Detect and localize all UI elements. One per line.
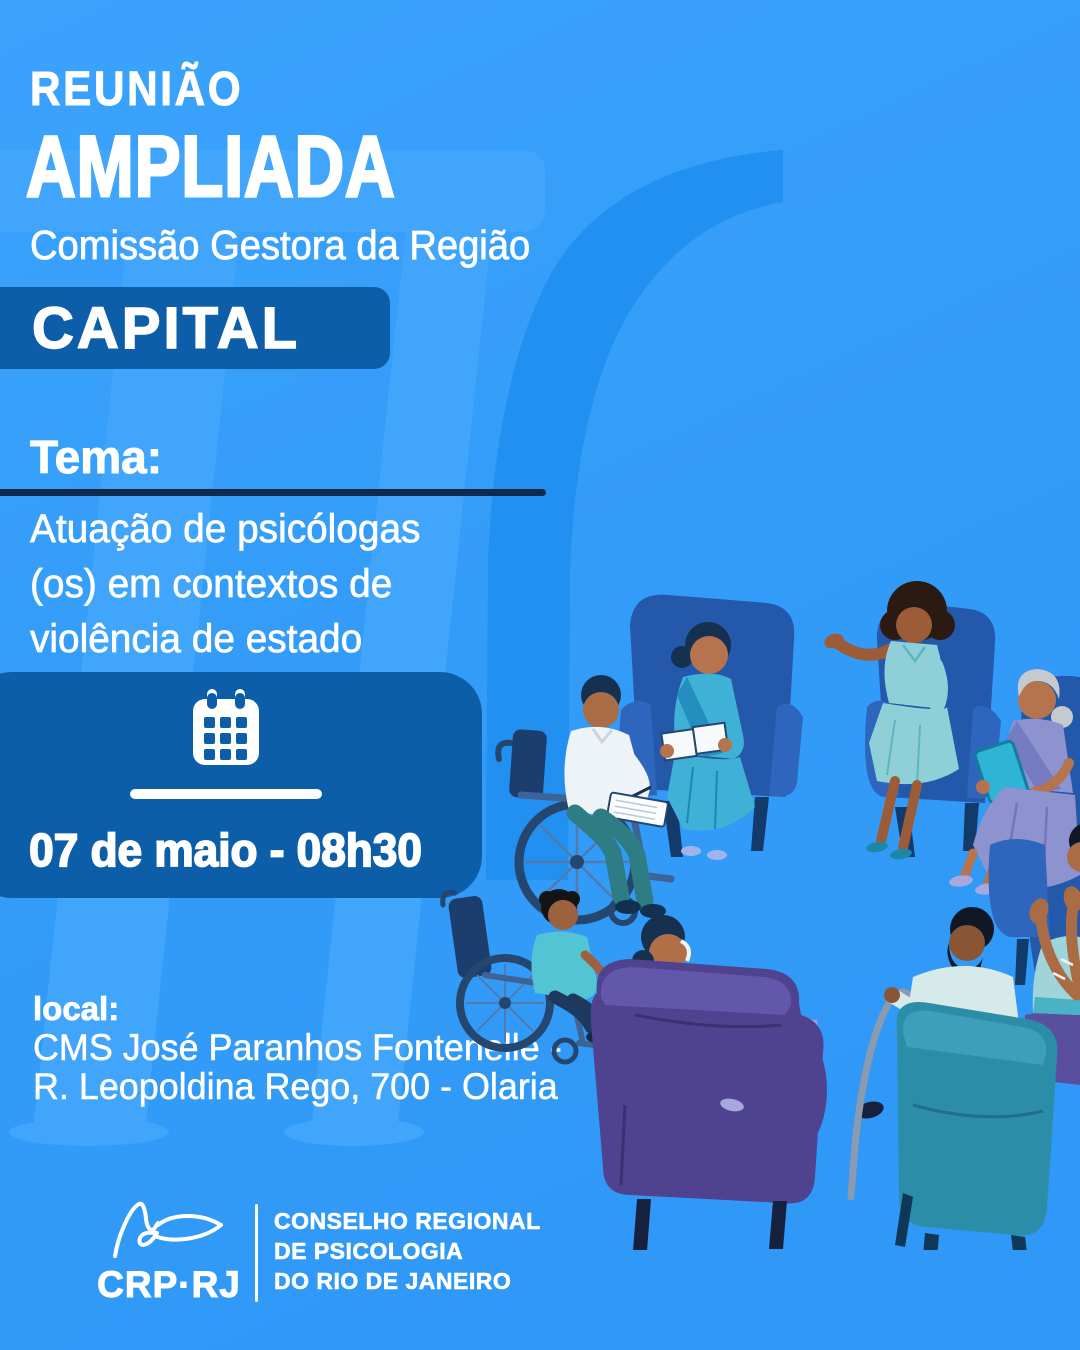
- org-name-line-3: DO RIO DE JANEIRO: [274, 1268, 512, 1295]
- date-time: 07 de maio - 08h30: [29, 823, 423, 877]
- org-abbr: CRP·RJ: [97, 1264, 241, 1306]
- bird-icon: [113, 1201, 223, 1258]
- logo-divider: [255, 1204, 258, 1302]
- group-therapy-illustration: [440, 581, 1080, 1250]
- calendar-icon: [193, 689, 259, 765]
- location-line-2: R. Leopoldina Rego, 700 - Olaria: [33, 1066, 558, 1107]
- event-subtitle: Comissão Gestora da Região: [30, 222, 531, 269]
- region-badge: CAPITAL: [0, 287, 390, 369]
- org-name: CONSELHO REGIONAL DE PSICOLOGIA DO RIO D…: [274, 1198, 541, 1296]
- armchair-woman-speaking: [824, 581, 1001, 860]
- purple-chair-woman-hearing-aid: [590, 915, 827, 1250]
- theme-underline: [0, 489, 546, 496]
- event-kicker: REUNIÃO: [30, 63, 244, 117]
- date-divider: [130, 789, 322, 799]
- crp-logo: CRP·RJ: [95, 1198, 243, 1306]
- footer-logo-block: CRP·RJ CONSELHO REGIONAL DE PSICOLOGIA D…: [95, 1198, 541, 1306]
- wheelchair-man-notes: [495, 675, 675, 926]
- org-name-line-1: CONSELHO REGIONAL: [274, 1208, 541, 1235]
- theme-line-1: Atuação de psicólogas: [30, 507, 421, 552]
- region-label: CAPITAL: [31, 295, 301, 362]
- theme-line-3: violência de estado: [30, 617, 363, 662]
- date-card: 07 de maio - 08h30: [0, 672, 482, 898]
- theme-text: Atuação de psicólogas (os) em contextos …: [30, 502, 421, 667]
- armchair-woman-sari: [619, 594, 803, 860]
- theme-label: Tema:: [29, 431, 163, 484]
- event-title: AMPLIADA: [25, 118, 396, 217]
- location-label: local:: [33, 990, 120, 1028]
- org-name-line-2: DE PSICOLOGIA: [274, 1238, 464, 1265]
- elderly-woman-tablet: [949, 669, 1080, 985]
- theme-line-2: (os) em contextos de: [30, 562, 393, 607]
- teal-chair-man-cane: [847, 907, 1058, 1250]
